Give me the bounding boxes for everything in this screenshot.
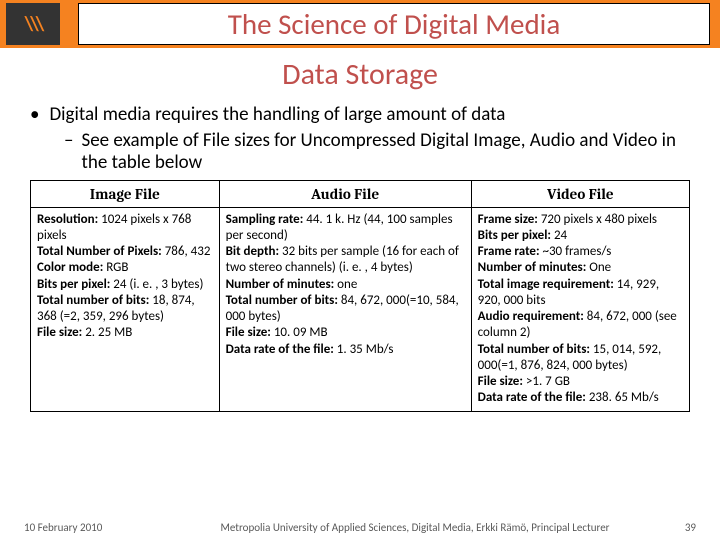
footer-institution: Metropolia University of Applied Science… [174, 521, 656, 534]
value: one [334, 277, 357, 292]
video-file-cell: Frame size: 720 pixels x 480 pixels Bits… [471, 207, 689, 411]
label: Bits per pixel: [37, 277, 110, 292]
label: File size: [226, 325, 271, 340]
label: Number of minutes: [478, 260, 587, 275]
content-area: • Digital media requires the handling of… [0, 103, 720, 412]
label: Bit depth: [226, 244, 279, 259]
slide-title: Data Storage [0, 56, 720, 93]
value: 2. 25 MB [82, 325, 132, 340]
value: 10. 09 MB [271, 325, 328, 340]
label: Number of minutes: [226, 277, 335, 292]
bullet-dot-icon: • [30, 103, 39, 126]
label: Frame size: [478, 212, 538, 227]
label: Data rate of the file: [478, 390, 586, 405]
image-file-cell: Resolution: 1024 pixels x 768 pixels Tot… [31, 207, 220, 411]
label: File size: [478, 374, 523, 389]
label: File size: [37, 325, 82, 340]
value: 238. 65 Mb/s [586, 390, 659, 405]
col-header-audio: Audio File [219, 180, 471, 207]
label: Color mode: [37, 260, 103, 275]
label: Audio requirement: [478, 309, 584, 324]
label: Total number of bits: [37, 293, 149, 308]
label: Sampling rate: [226, 212, 304, 227]
footer: 10 February 2010 Metropolia University o… [0, 521, 720, 534]
value: 24 (i. e. , 3 bytes) [110, 277, 203, 292]
label: Total Number of Pixels: [37, 244, 162, 259]
table-header-row: Image File Audio File Video File [31, 180, 690, 207]
course-title: The Science of Digital Media [78, 3, 710, 45]
value: 1. 35 Mb/s [334, 342, 394, 357]
label: Data rate of the file: [226, 342, 334, 357]
footer-date: 10 February 2010 [24, 521, 174, 534]
value: One [586, 260, 611, 275]
label: Total number of bits: [478, 342, 590, 357]
value: 24 [551, 228, 567, 243]
bullet-text: See example of File sizes for Uncompress… [81, 130, 692, 174]
label: Resolution: [37, 212, 98, 227]
value: >1. 7 GB [523, 374, 570, 389]
value: 786, 432 [162, 244, 211, 259]
audio-file-cell: Sampling rate: 44. 1 k. Hz (44, 100 samp… [219, 207, 471, 411]
label: Bits per pixel: [478, 228, 551, 243]
file-size-table: Image File Audio File Video File Resolut… [30, 180, 690, 412]
logo-icon: \\\ [6, 3, 60, 45]
col-header-image: Image File [31, 180, 220, 207]
value: RGB [103, 260, 128, 275]
bullet-text: Digital media requires the handling of l… [49, 103, 505, 126]
page-number: 39 [656, 521, 696, 534]
table-row: Resolution: 1024 pixels x 768 pixels Tot… [31, 207, 690, 411]
bullet-dash-icon: – [64, 130, 73, 174]
col-header-video: Video File [471, 180, 689, 207]
label: Total image requirement: [478, 277, 614, 292]
value: 720 pixels x 480 pixels [538, 212, 657, 227]
bullet-level-2: – See example of File sizes for Uncompre… [64, 130, 692, 174]
label: Frame rate: [478, 244, 540, 259]
header-bar: \\\ The Science of Digital Media [0, 0, 720, 48]
value: ~30 frames/s [540, 244, 612, 259]
label: Total number of bits: [226, 293, 338, 308]
bullet-level-1: • Digital media requires the handling of… [28, 103, 692, 126]
